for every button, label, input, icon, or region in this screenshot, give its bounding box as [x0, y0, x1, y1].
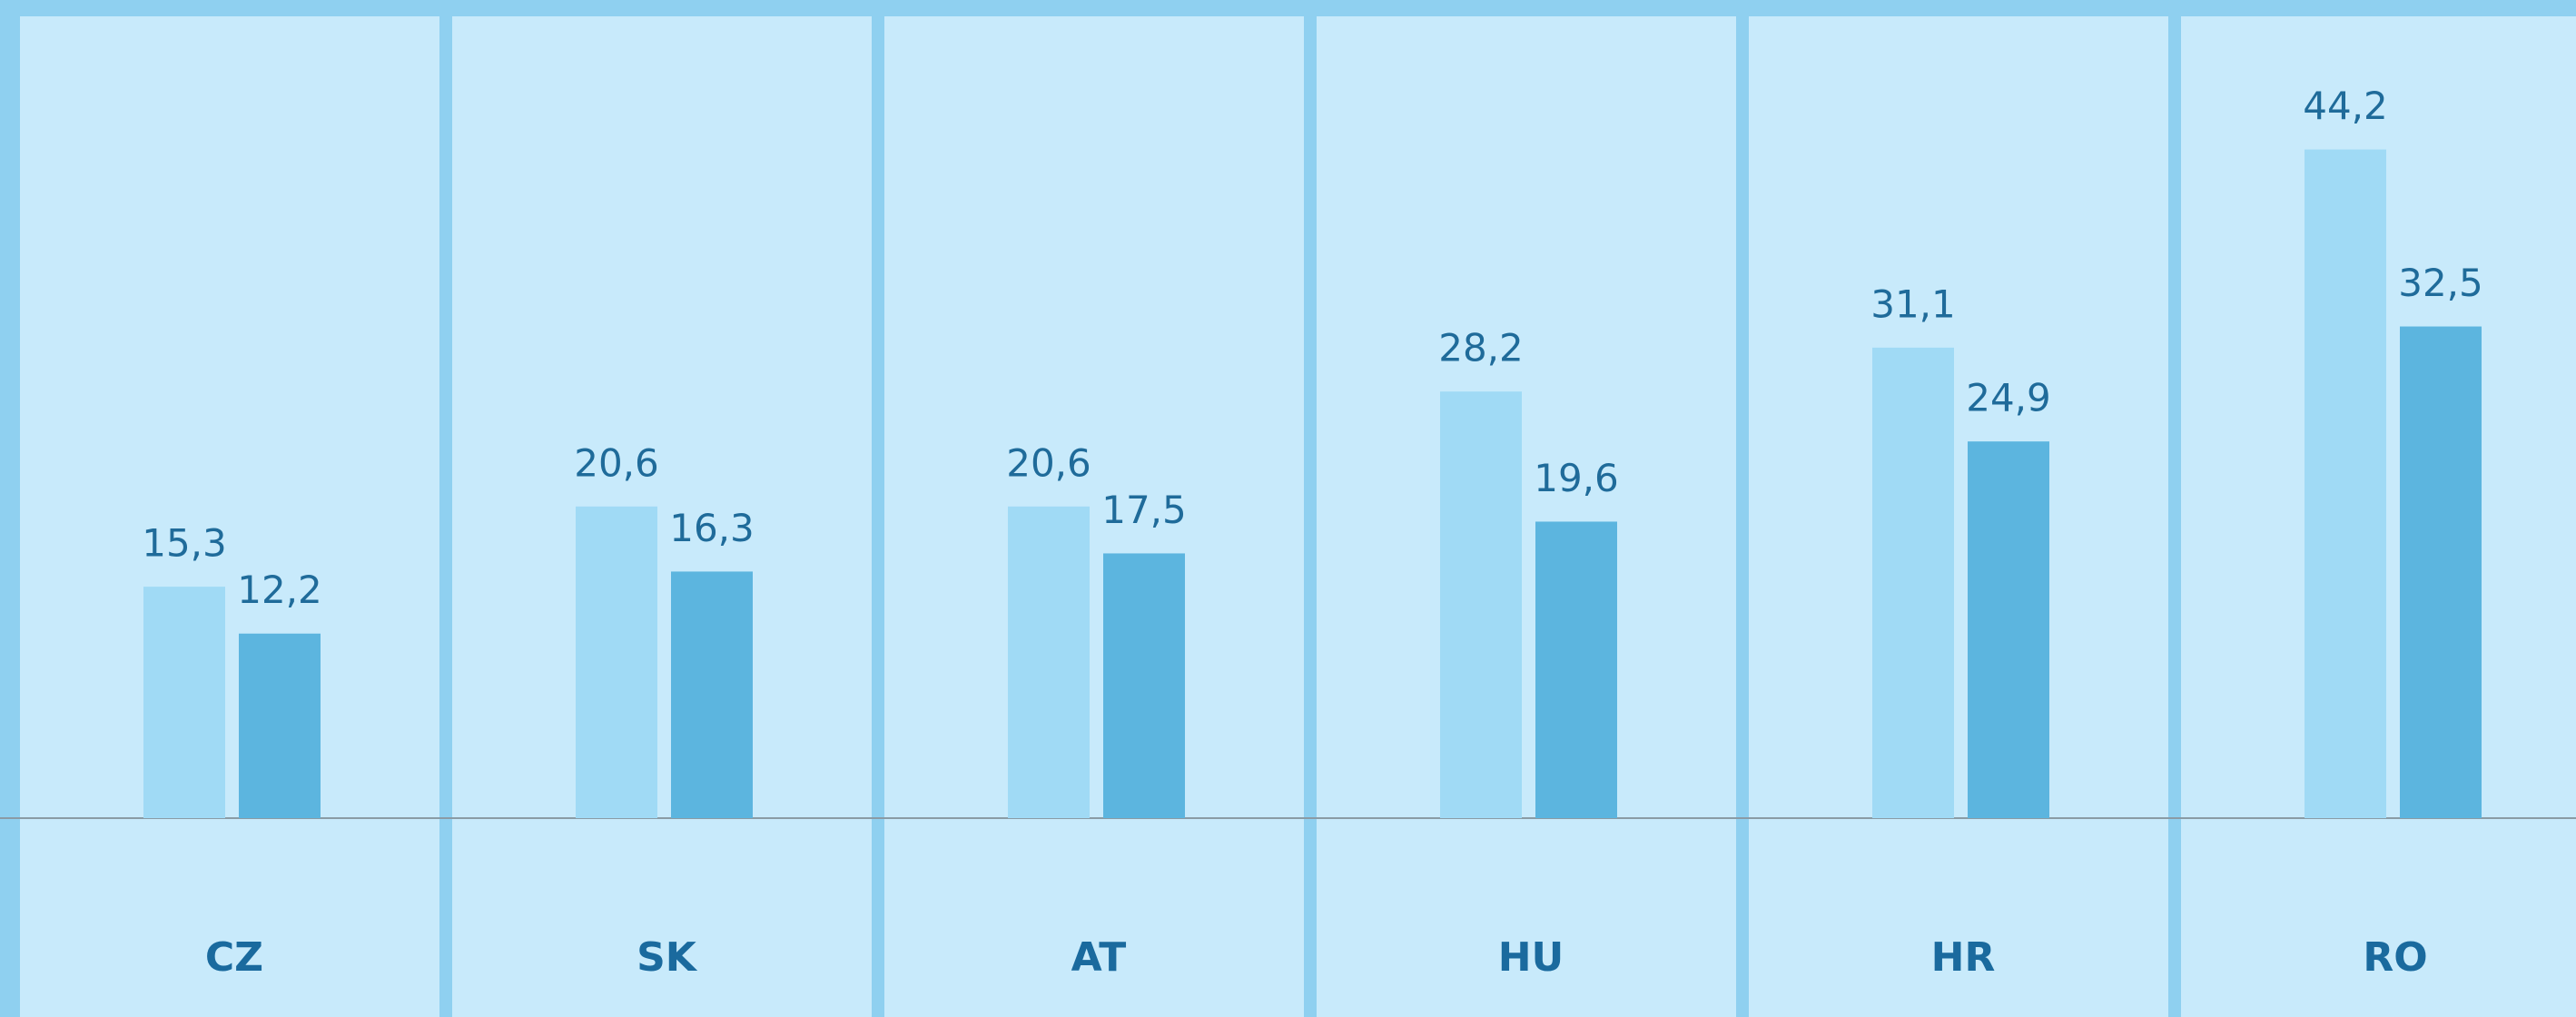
bar: [1872, 347, 1954, 818]
bar: [1968, 441, 2049, 818]
value-label: 20,6: [1006, 440, 1091, 485]
value-label: 16,3: [669, 506, 755, 550]
panel: [1749, 16, 2168, 1017]
x-tick-label: SK: [637, 934, 698, 981]
panel: [1317, 16, 1736, 1017]
value-label: 17,5: [1101, 488, 1187, 532]
bar: [576, 506, 657, 818]
value-label: 31,1: [1870, 281, 1956, 326]
x-tick-label: RO: [2363, 934, 2427, 981]
panel: [884, 16, 1304, 1017]
value-label: 32,5: [2398, 261, 2483, 305]
value-label: 15,3: [142, 521, 227, 566]
bar: [2305, 149, 2386, 818]
value-label: 44,2: [2303, 84, 2388, 128]
x-tick-label: AT: [1071, 934, 1127, 981]
value-label: 19,6: [1534, 456, 1619, 500]
panel: [452, 16, 872, 1017]
value-label: 12,2: [237, 568, 322, 612]
value-label: 28,2: [1438, 326, 1524, 370]
x-tick-label: HU: [1498, 934, 1564, 981]
bar: [1008, 506, 1090, 818]
panel: [20, 16, 439, 1017]
bar: [1103, 553, 1185, 818]
x-tick-label: HR: [1931, 934, 1996, 981]
value-label: 24,9: [1966, 376, 2051, 420]
bar: [143, 587, 225, 818]
bar: [239, 633, 321, 818]
bar: [1535, 521, 1617, 818]
bar: [2400, 326, 2482, 819]
bar: [1440, 391, 1522, 818]
value-label: 20,6: [574, 440, 659, 485]
bar: [671, 571, 753, 818]
x-tick-label: CZ: [205, 934, 263, 981]
